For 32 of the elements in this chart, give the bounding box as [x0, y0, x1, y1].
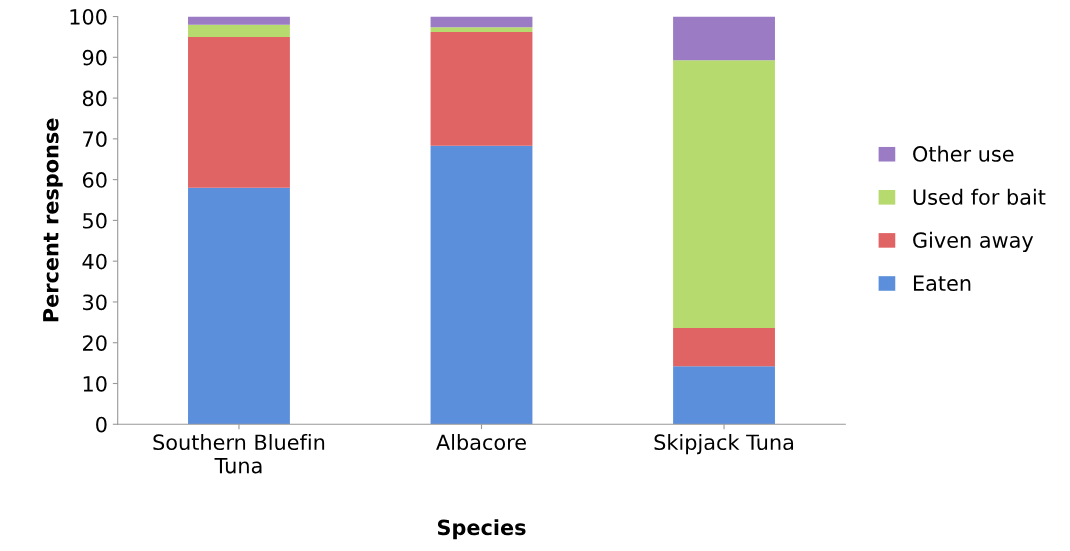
y-tick-label: 0: [96, 416, 107, 433]
bar: [673, 328, 775, 367]
bar: [430, 32, 533, 146]
x-tick-label: Southern Bluefin Tuna: [153, 433, 325, 474]
y-tick-label: 60: [82, 172, 107, 188]
y-tick-label: 70: [83, 131, 107, 148]
y-tick-label: 50: [83, 212, 107, 229]
bar: [430, 145, 533, 425]
y-tick-label: 80: [82, 90, 107, 107]
y-tick-label: 30: [83, 294, 107, 311]
y-tick-label: 10: [83, 375, 107, 392]
y-tick-label: 40: [82, 253, 107, 270]
y-tick-label: 20: [82, 335, 107, 351]
x-tick-label: Skipjack Tuna: [654, 433, 794, 455]
legend-label: Given away: [913, 231, 1034, 253]
legend-label: Other use: [913, 145, 1014, 162]
y-tick-label: 100: [70, 8, 107, 25]
bar: [188, 24, 290, 37]
x-axis-title: Species: [437, 519, 526, 540]
bar: [673, 16, 775, 61]
bar: [188, 36, 290, 188]
x-tick-label: Albacore: [436, 433, 526, 451]
bar: [430, 27, 533, 33]
bar: [188, 187, 290, 425]
y-tick-label: 90: [82, 49, 107, 66]
legend-label: Eaten: [913, 275, 971, 292]
bar: [673, 60, 775, 329]
bar: [430, 16, 533, 28]
bar: [188, 16, 290, 25]
bar: [673, 366, 775, 425]
legend-label: Used for bait: [913, 188, 1046, 205]
y-axis-title: Percent response: [43, 118, 63, 322]
